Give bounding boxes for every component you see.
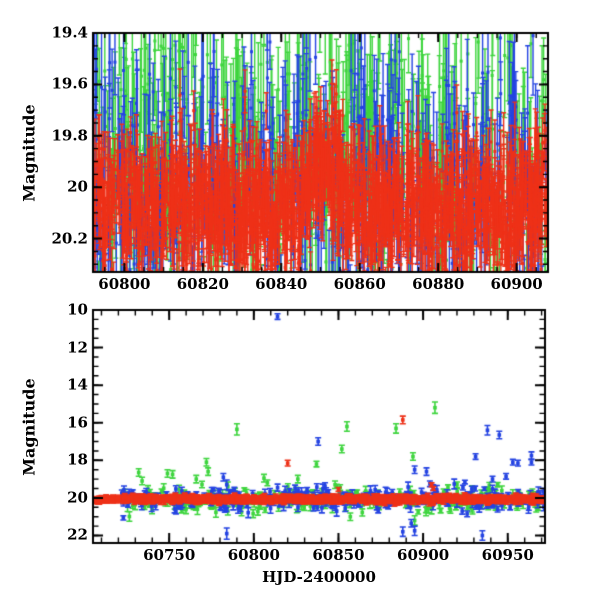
- y-tick-label: 18: [67, 450, 88, 469]
- x-tick-label: 60950: [481, 546, 534, 564]
- y-tick-label: 16: [67, 413, 88, 432]
- x-tick-label: 60750: [143, 546, 196, 564]
- x-tick-label: 60860: [333, 275, 386, 293]
- y-tick-label: 20: [67, 177, 88, 196]
- x-tick-label: 60900: [397, 546, 450, 564]
- x-tick-label: 60800: [98, 275, 151, 293]
- x-tick-label: 60800: [227, 546, 280, 564]
- y-tick-label: 19.4: [51, 23, 88, 42]
- x-tick-label: 60840: [255, 275, 308, 293]
- bottom-panel-xlabel: HJD-2400000: [262, 568, 376, 586]
- y-tick-label: 14: [67, 375, 88, 394]
- x-tick-label: 60820: [176, 275, 229, 293]
- y-tick-label: 12: [67, 338, 88, 357]
- x-tick-label: 60900: [490, 275, 543, 293]
- y-tick-label: 19.6: [51, 74, 88, 93]
- x-tick-label: 60880: [412, 275, 465, 293]
- y-tick-label: 19.8: [51, 126, 88, 145]
- y-tick-label: 20: [67, 488, 88, 507]
- x-tick-label: 60850: [312, 546, 365, 564]
- y-tick-label: 20.2: [51, 229, 88, 248]
- y-tick-label: 10: [67, 300, 88, 319]
- y-tick-label: 22: [67, 525, 88, 544]
